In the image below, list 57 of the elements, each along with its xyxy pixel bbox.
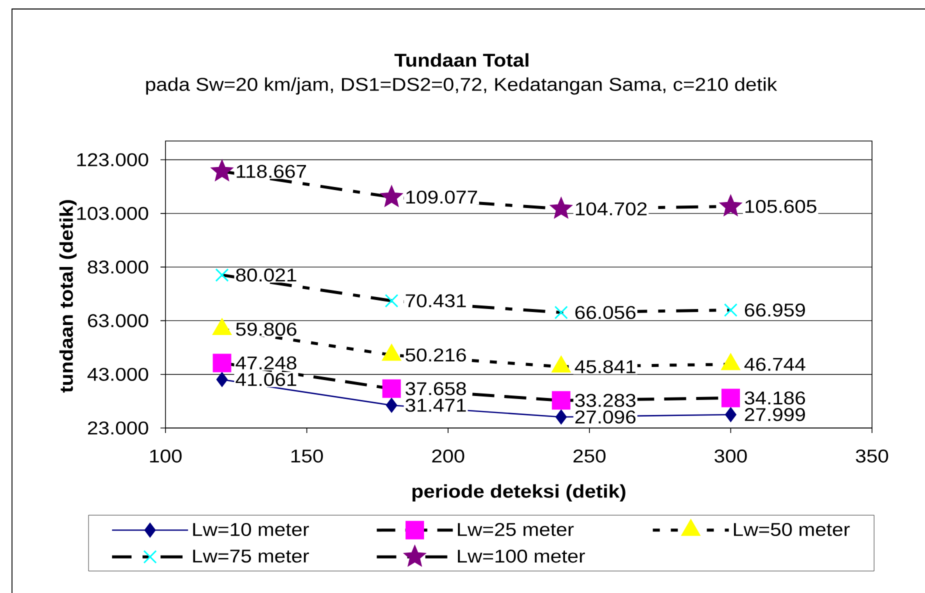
y-tick-label: 123.000 — [77, 153, 148, 166]
x-axis-title: periode deteksi (detik) — [412, 484, 626, 502]
chart-title: Tundaan Total — [394, 53, 528, 67]
point — [211, 160, 233, 181]
data-label: 34.186 — [744, 391, 806, 405]
point — [724, 303, 738, 317]
point — [386, 398, 398, 413]
legend-label: Lw=10 meter — [193, 522, 309, 536]
legend-label: Lw=75 meter — [193, 550, 309, 563]
point — [382, 379, 401, 398]
y-tick-label: 103.000 — [77, 206, 148, 220]
point — [554, 306, 568, 320]
x-tick-label: 100 — [150, 450, 182, 463]
x-tick-label: 350 — [856, 450, 888, 463]
data-label: 31.471 — [406, 398, 466, 412]
data-label: 27.096 — [575, 410, 636, 424]
point — [215, 268, 229, 282]
data-label: 46.744 — [744, 358, 806, 371]
point — [380, 186, 402, 206]
data-label: 50.216 — [406, 348, 466, 362]
y-tick-label: 83.000 — [88, 260, 148, 274]
point — [216, 372, 228, 387]
x-tick-label: 250 — [574, 450, 606, 463]
point — [556, 410, 567, 424]
x-tick-label: 200 — [432, 450, 464, 463]
data-label: 59.806 — [236, 322, 296, 336]
legend-label: Lw=50 meter — [734, 522, 850, 536]
y-tick-label: 23.000 — [88, 421, 148, 435]
data-label: 80.021 — [236, 268, 296, 282]
x-tick-label: 150 — [291, 450, 323, 463]
data-label: 66.056 — [575, 306, 636, 320]
data-label: 45.841 — [574, 360, 636, 374]
y-tick-label: 63.000 — [88, 314, 148, 328]
point — [552, 391, 570, 410]
point — [725, 407, 736, 422]
y-tick-label: 43.000 — [87, 368, 148, 381]
data-label: 33.283 — [575, 394, 636, 407]
data-label: 66.959 — [744, 304, 805, 317]
data-label: 118.667 — [236, 164, 306, 178]
point — [720, 195, 742, 216]
data-label: 47.248 — [236, 356, 296, 370]
data-label: 37.658 — [406, 382, 466, 396]
point — [550, 198, 572, 218]
data-label: 105.605 — [745, 200, 816, 213]
point — [721, 388, 740, 408]
data-label: 27.999 — [744, 408, 805, 422]
data-label: 70.431 — [406, 294, 466, 308]
legend-label: Lw=100 meter — [458, 550, 585, 563]
x-tick-label: 300 — [714, 450, 747, 463]
point — [384, 294, 398, 308]
data-label: 109.077 — [406, 190, 478, 204]
data-label: 41.061 — [236, 373, 296, 386]
y-axis-title: tundaan total (detik) — [59, 200, 77, 393]
data-label: 104.702 — [576, 202, 647, 216]
chart-subtitle: pada Sw=20 km/jam, DS1=DS2=0,72, Kedatangan Sama, c=210 detik — [146, 77, 778, 95]
point — [212, 354, 232, 372]
legend-label: Lw=25 meter — [458, 522, 574, 536]
